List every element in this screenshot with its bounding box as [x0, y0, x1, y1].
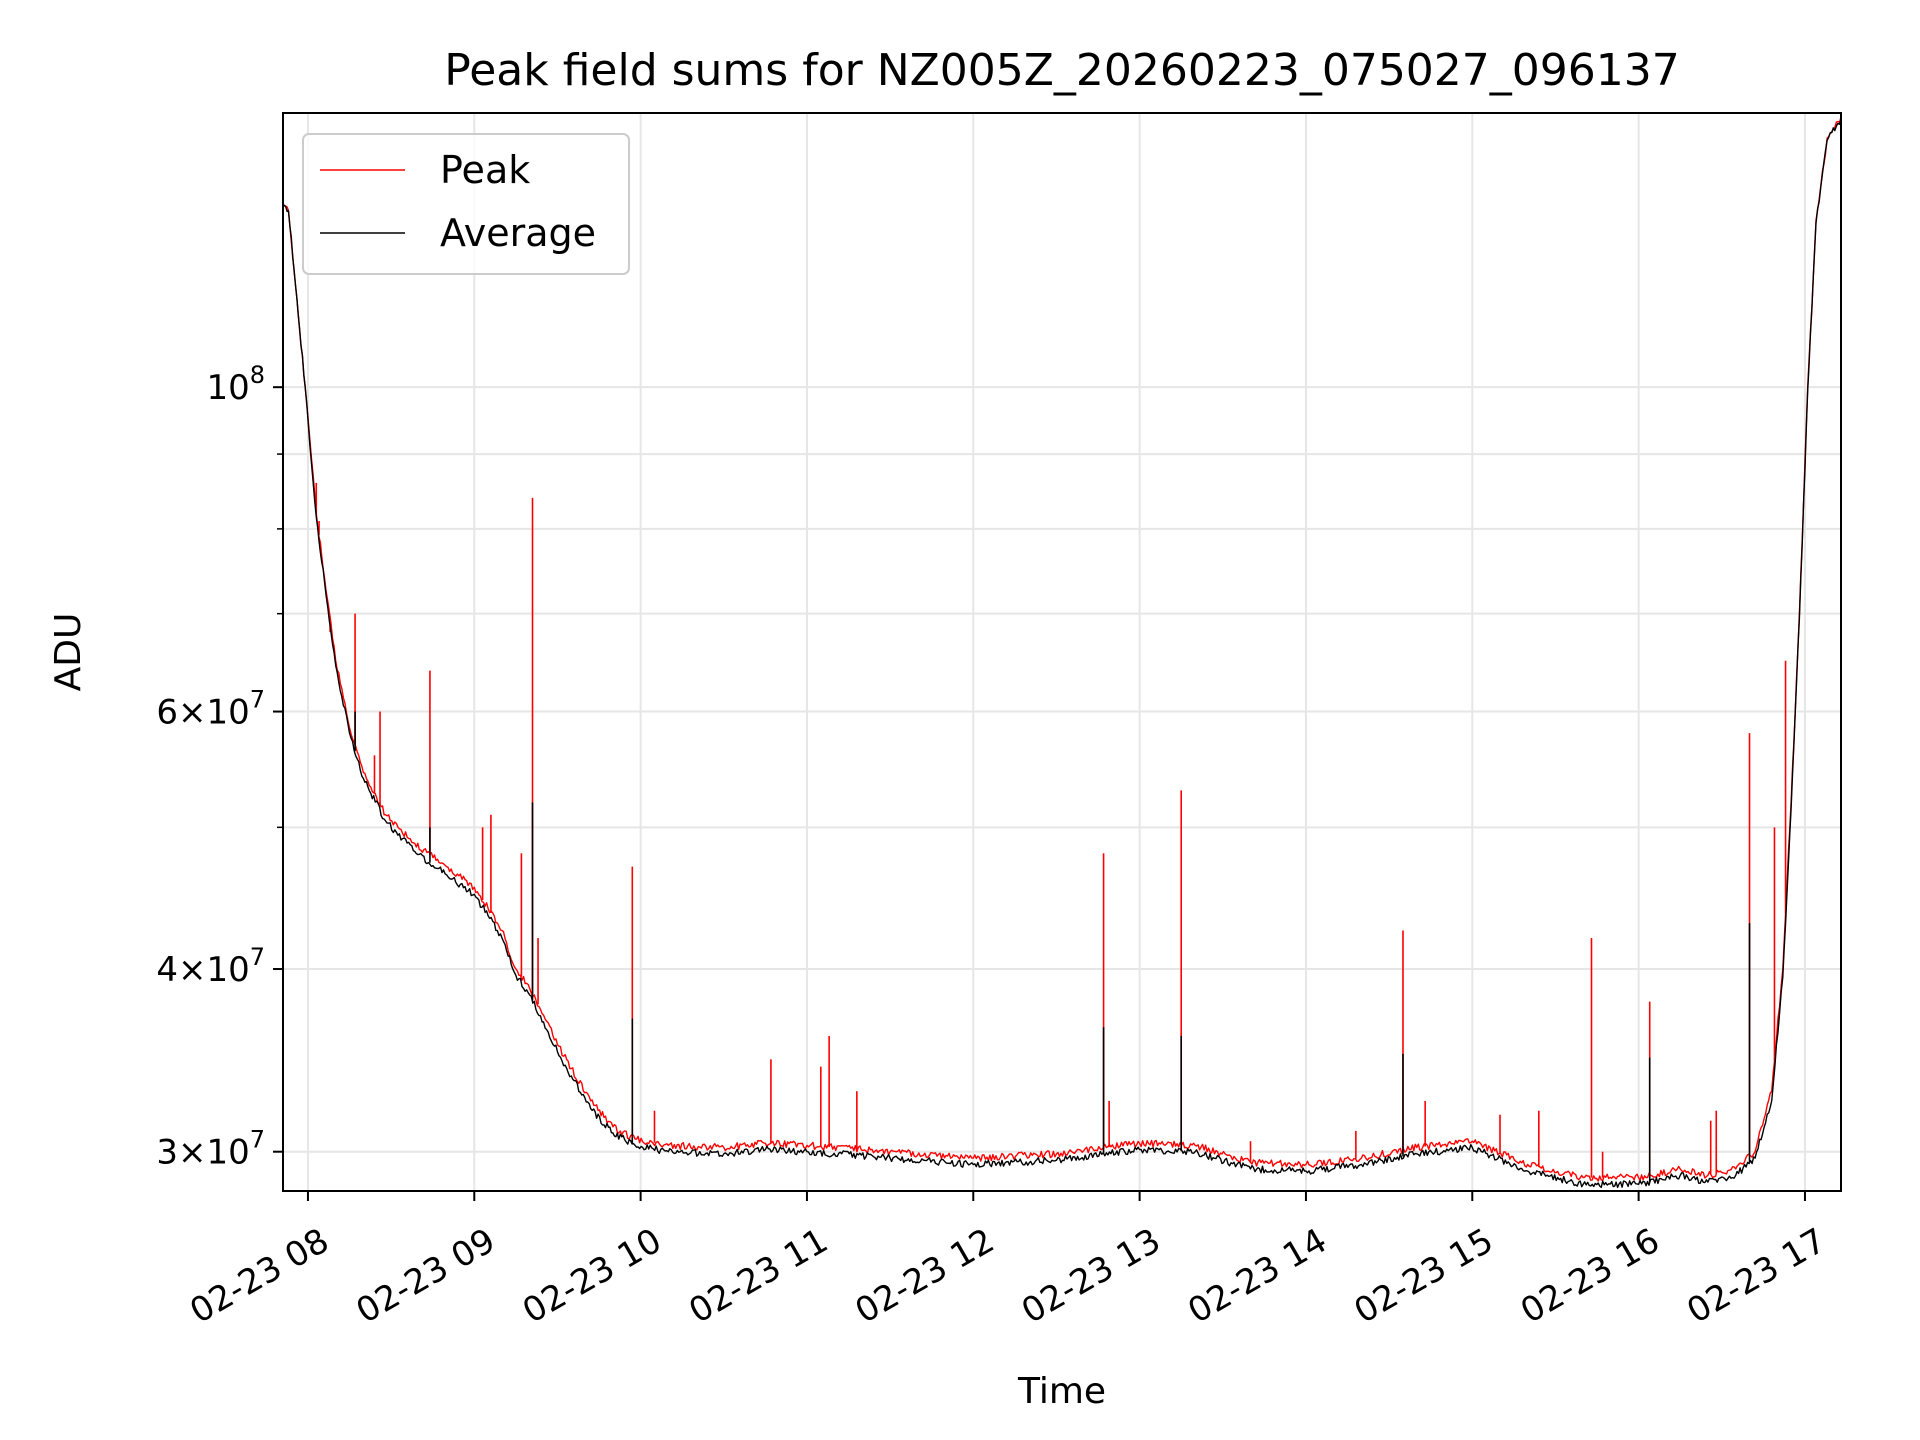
y-tick-label: 4×107: [156, 943, 265, 990]
grid: [283, 113, 1841, 1191]
series-average: [282, 119, 1842, 1189]
y-tick-label: 6×107: [156, 686, 265, 733]
y-tick-label: 3×107: [156, 1126, 265, 1173]
legend-box: [302, 133, 630, 275]
y-tick-base: 10: [206, 368, 249, 408]
y-axis-label: ADU: [48, 613, 89, 692]
y-tick-base: 4×10: [156, 950, 249, 990]
y-tick-base: 6×10: [156, 693, 249, 733]
legend-label-average: Average: [440, 211, 596, 255]
series-line-peak: [282, 116, 1842, 1182]
y-tick-base: 3×10: [156, 1133, 249, 1173]
y-tick-label: 108: [206, 361, 265, 408]
y-tick-exponent: 7: [250, 686, 265, 714]
legend-label-peak: Peak: [440, 148, 530, 192]
chart-title: Peak field sums for NZ005Z_20260223_0750…: [444, 45, 1680, 96]
y-tick-exponent: 7: [250, 1126, 265, 1154]
legend: Peak Average: [302, 133, 630, 275]
y-tick-exponent: 7: [250, 943, 265, 971]
series-line-average: [282, 119, 1842, 1189]
x-axis-label: Time: [1017, 1371, 1106, 1412]
series-peak: [282, 116, 1842, 1182]
plot-area-frame: [282, 112, 1842, 1192]
y-tick-exponent: 8: [250, 361, 265, 389]
series-layer: [282, 116, 1842, 1189]
